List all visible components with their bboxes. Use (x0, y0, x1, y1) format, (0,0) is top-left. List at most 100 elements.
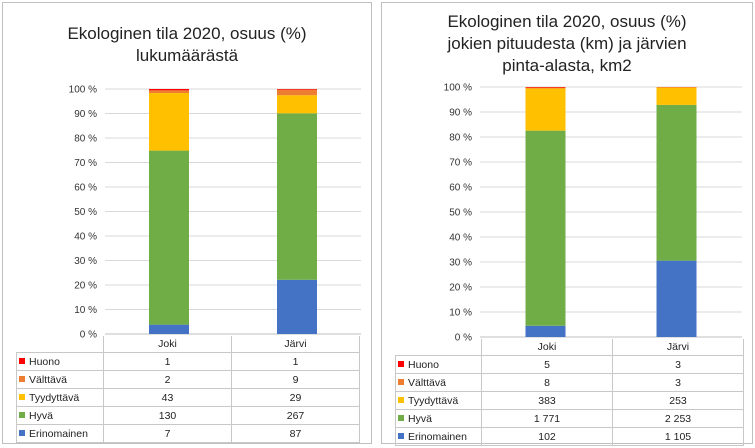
y-tick-label: 50 % (449, 208, 472, 219)
chart-title-line: Ekologinen tila 2020, osuus (%) (447, 12, 687, 31)
data-table: Joki Järvi Huono 1 1 Välttävä 2 9 Tyydyttävä 43 29… (16, 336, 360, 443)
legend-swatch (398, 414, 404, 421)
table-row: Hyvä 1 771 2 253 (395, 409, 744, 428)
table-header-row: Joki Järvi (395, 339, 744, 356)
data-value: 3 (612, 355, 744, 374)
legend-entry: Huono (16, 352, 104, 371)
chart-title-line: lukumäärästä (135, 46, 239, 65)
table-row: Huono 1 1 (16, 352, 360, 371)
bar-segment (525, 325, 566, 337)
legend-swatch (19, 429, 25, 436)
y-tick-label: 80 % (449, 133, 472, 144)
bar-segment (277, 113, 317, 280)
stacked-bar-chart: 0 % 10 % 20 % 30 % 40 % 50 % 60 % 70 % 80 % 90 % 1… (69, 85, 361, 341)
legend-entry: Tyydyttävä (16, 388, 104, 407)
bar-segment (525, 87, 566, 89)
chart-title-line: Ekologinen tila 2020, osuus (%) (67, 24, 307, 43)
bar-segment (149, 150, 189, 325)
table-row: Erinomainen 7 87 (16, 424, 360, 443)
y-tick-label: 60 % (449, 183, 472, 194)
x-category-label: Joki (481, 339, 613, 356)
y-tick-label: 80 % (74, 134, 97, 145)
series-name: Huono (29, 355, 60, 368)
x-category-label: Järvi (231, 336, 360, 353)
data-value: 8 (481, 373, 613, 392)
bar-segment (149, 93, 189, 151)
legend-entry: Välttävä (395, 373, 482, 392)
data-value: 130 (103, 406, 232, 425)
legend-entry: Huono (395, 355, 482, 374)
legend-swatch (19, 411, 25, 418)
legend-entry: Välttävä (16, 370, 104, 389)
data-value: 7 (103, 424, 232, 443)
data-value: 2 253 (612, 409, 744, 428)
bar-segment (525, 87, 566, 88)
table-row: Tyydyttävä 383 253 (395, 391, 744, 410)
data-value: 253 (612, 391, 744, 410)
bar-segment (277, 279, 317, 334)
bar-segment (277, 95, 317, 114)
legend-entry: Erinomainen (16, 424, 104, 443)
y-tick-label: 90 % (74, 109, 97, 120)
y-tick-label: 100 % (444, 83, 472, 94)
table-row: Erinomainen 102 1 105 (395, 427, 744, 446)
table-row: Välttävä 2 9 (16, 370, 360, 389)
legend-swatch (398, 378, 404, 385)
stacked-bar-chart: 0 % 10 % 20 % 30 % 40 % 50 % 60 % 70 % 80 % 90 % 1… (444, 83, 742, 344)
bar-segment (149, 90, 189, 94)
data-value: 102 (481, 427, 613, 446)
legend-swatch (19, 357, 25, 364)
series-name: Huono (408, 358, 439, 371)
series-name: Hyvä (29, 409, 53, 422)
series-name: Tyydyttävä (408, 394, 459, 407)
table-corner (16, 336, 104, 353)
bar-segment (277, 89, 317, 90)
bar-segment (656, 87, 697, 105)
data-value: 9 (231, 370, 360, 389)
series-name: Välttävä (29, 373, 67, 386)
y-tick-label: 10 % (449, 308, 472, 319)
series-name: Erinomainen (408, 430, 467, 443)
bar-segment (656, 260, 697, 337)
table-header-row: Joki Järvi (16, 336, 360, 353)
data-value: 1 (231, 352, 360, 371)
series-name: Tyydyttävä (29, 391, 80, 404)
chart-title: Ekologinen tila 2020, osuus (%) jokien p… (382, 11, 752, 77)
y-tick-label: 30 % (74, 256, 97, 267)
chart-panel-2: Ekologinen tila 2020, osuus (%) jokien p… (381, 2, 753, 446)
bar-segment (525, 130, 566, 326)
data-table: Joki Järvi Huono 5 3 Välttävä 8 3 Tyydyttävä 383 2… (395, 339, 744, 446)
series-name: Erinomainen (29, 427, 88, 440)
series-name: Välttävä (408, 376, 446, 389)
legend-swatch (19, 375, 25, 382)
legend-entry: Hyvä (16, 406, 104, 425)
y-tick-label: 70 % (74, 158, 97, 169)
chart-panel-1: Ekologinen tila 2020, osuus (%) lukumäär… (2, 2, 372, 444)
y-tick-label: 20 % (449, 283, 472, 294)
bar-segment (149, 324, 189, 334)
data-value: 3 (612, 373, 744, 392)
y-tick-label: 20 % (74, 281, 97, 292)
table-row: Huono 5 3 (395, 355, 744, 374)
data-value: 43 (103, 388, 232, 407)
data-value: 5 (481, 355, 613, 374)
data-value: 1 105 (612, 427, 744, 446)
bar-segment (656, 104, 697, 261)
table-row: Tyydyttävä 43 29 (16, 388, 360, 407)
y-tick-label: 90 % (449, 108, 472, 119)
legend-swatch (19, 393, 25, 400)
table-row: Hyvä 130 267 (16, 406, 360, 425)
x-category-label: Järvi (612, 339, 744, 356)
legend-swatch (398, 396, 404, 403)
data-value: 383 (481, 391, 613, 410)
legend-entry: Tyydyttävä (395, 391, 482, 410)
y-tick-label: 100 % (69, 85, 97, 96)
chart-title: Ekologinen tila 2020, osuus (%) lukumäär… (3, 23, 371, 67)
table-corner (395, 339, 482, 356)
data-value: 1 (103, 352, 232, 371)
y-tick-label: 30 % (449, 258, 472, 269)
y-tick-label: 40 % (449, 233, 472, 244)
bar-segment (149, 89, 189, 91)
table-row: Välttävä 8 3 (395, 373, 744, 392)
legend-entry: Hyvä (395, 409, 482, 428)
